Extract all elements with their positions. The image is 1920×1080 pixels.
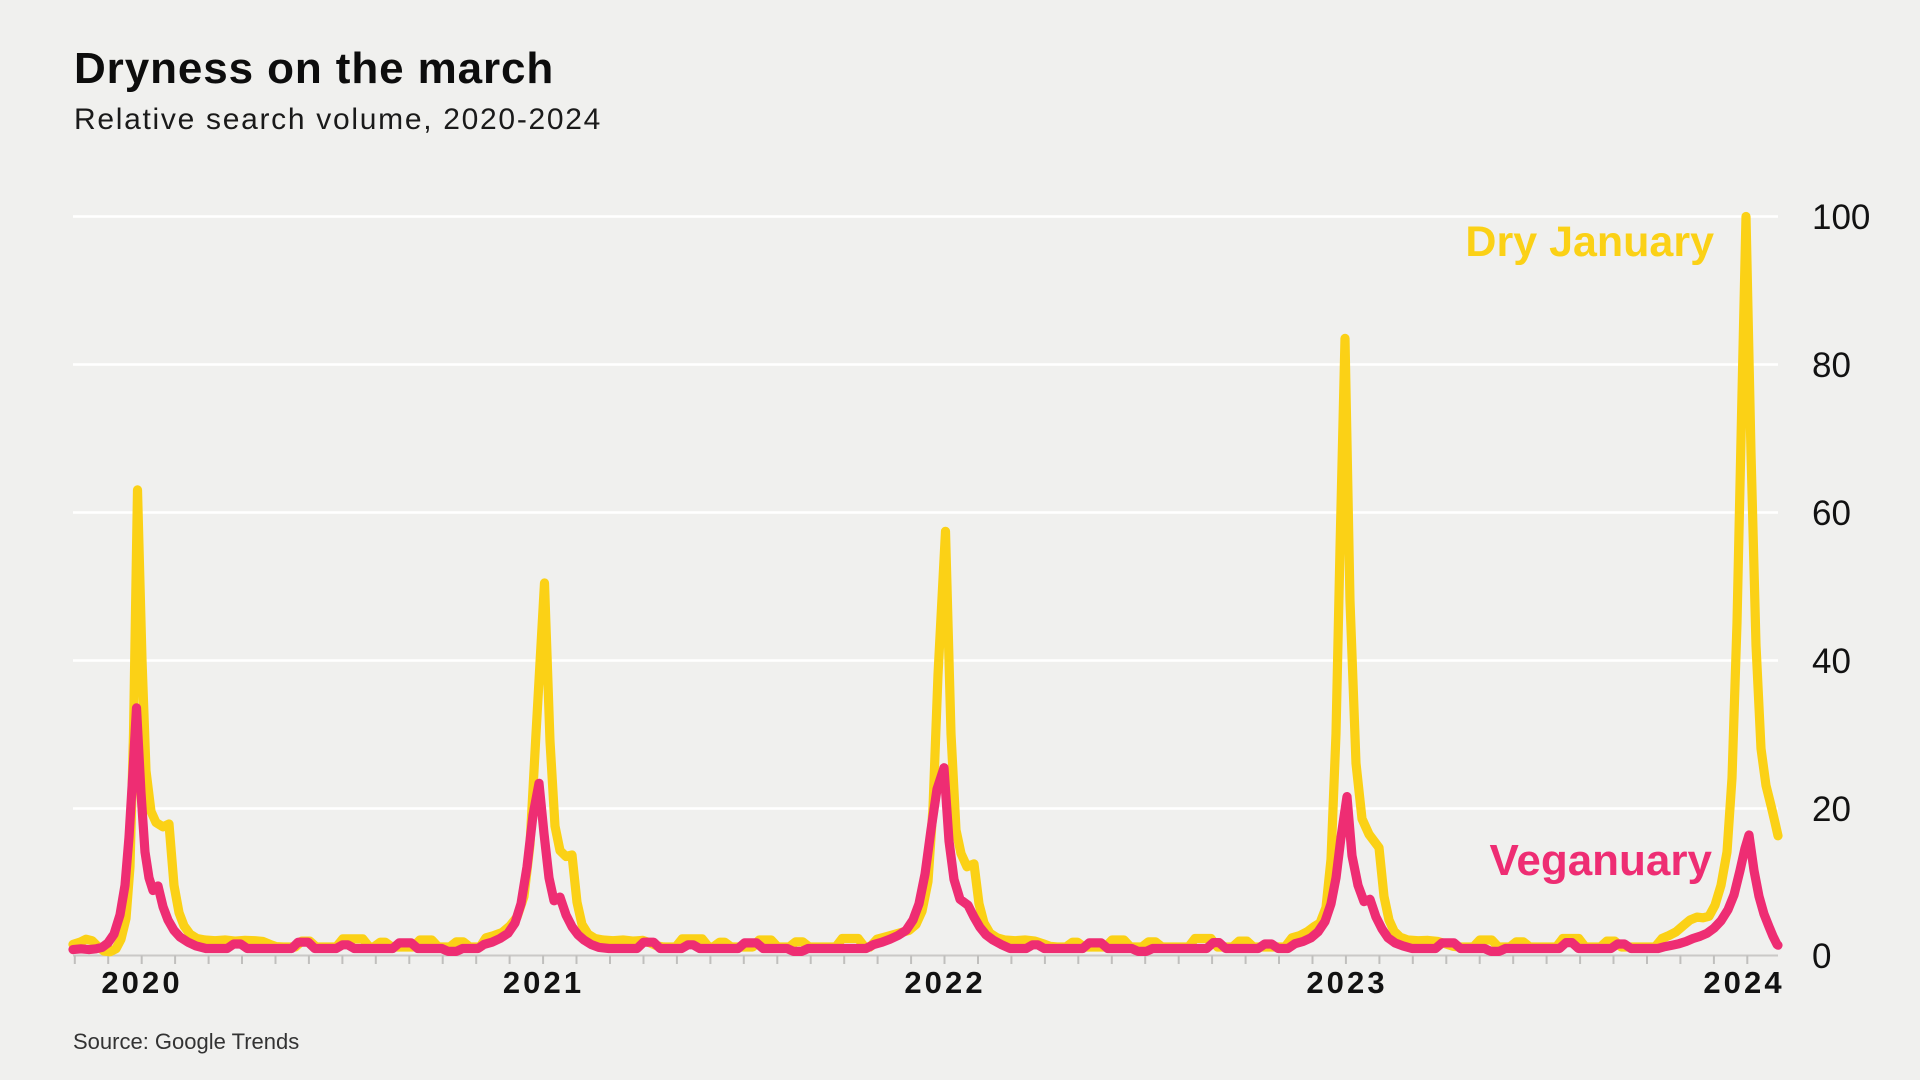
- svg-text:0: 0: [1812, 937, 1831, 976]
- svg-text:40: 40: [1812, 642, 1851, 681]
- svg-text:20: 20: [1812, 790, 1851, 829]
- svg-text:100: 100: [1812, 198, 1870, 237]
- svg-text:80: 80: [1812, 346, 1851, 385]
- svg-text:2022: 2022: [904, 965, 985, 1000]
- svg-text:60: 60: [1812, 494, 1851, 533]
- svg-text:2020: 2020: [101, 965, 182, 1000]
- svg-text:Dryness on the march: Dryness on the march: [74, 44, 554, 93]
- svg-text:Veganuary: Veganuary: [1489, 836, 1712, 885]
- svg-text:Relative search volume, 2020-2: Relative search volume, 2020-2024: [74, 103, 602, 136]
- svg-text:Dry January: Dry January: [1465, 218, 1714, 266]
- svg-text:Source: Google Trends: Source: Google Trends: [73, 1029, 299, 1054]
- svg-text:2024: 2024: [1703, 965, 1784, 1000]
- svg-text:2023: 2023: [1306, 965, 1387, 1000]
- svg-text:2021: 2021: [503, 965, 584, 1000]
